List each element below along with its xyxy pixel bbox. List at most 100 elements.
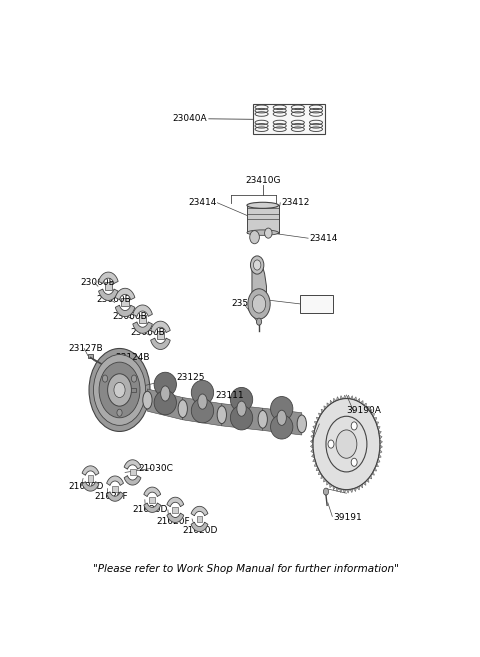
Polygon shape [336,397,339,401]
Polygon shape [340,396,343,399]
Text: 23513: 23513 [231,300,260,308]
Polygon shape [380,440,383,444]
Circle shape [102,375,108,382]
Circle shape [251,256,264,274]
Circle shape [117,409,122,417]
Bar [196,516,203,522]
Polygon shape [311,440,313,443]
Polygon shape [379,449,382,453]
Polygon shape [133,305,152,317]
Circle shape [248,289,270,319]
Polygon shape [252,266,266,304]
Bar [112,486,118,491]
Text: 23127B: 23127B [68,344,103,353]
Polygon shape [372,471,374,475]
Polygon shape [82,482,99,491]
Polygon shape [354,397,357,401]
Ellipse shape [230,388,252,412]
Polygon shape [144,487,161,497]
Ellipse shape [192,380,214,405]
Text: 23040A: 23040A [172,114,207,124]
Text: 23111: 23111 [215,390,243,399]
Polygon shape [115,288,135,300]
Bar [156,331,164,340]
Polygon shape [357,486,360,490]
Circle shape [99,362,140,418]
Polygon shape [347,489,349,493]
Polygon shape [324,406,327,410]
Bar [139,315,146,323]
Polygon shape [373,467,377,471]
Polygon shape [377,459,380,463]
Bar [88,353,93,357]
Text: 39190A: 39190A [347,406,381,415]
Polygon shape [313,426,316,430]
Polygon shape [98,289,118,300]
Text: 23060B: 23060B [131,328,166,337]
Polygon shape [366,478,369,482]
Polygon shape [314,421,317,425]
Bar [131,388,136,392]
Text: 23060B: 23060B [96,296,131,304]
Polygon shape [321,409,324,413]
Ellipse shape [154,373,177,397]
Text: 23414: 23414 [309,234,337,242]
Polygon shape [321,474,324,478]
Circle shape [253,260,261,270]
Polygon shape [82,466,99,475]
Polygon shape [343,489,346,493]
Polygon shape [312,453,314,458]
Polygon shape [376,422,379,426]
Text: "Please refer to Work Shop Manual for further information": "Please refer to Work Shop Manual for fu… [93,564,399,574]
Polygon shape [151,338,170,350]
Ellipse shape [237,401,246,417]
Ellipse shape [217,406,227,424]
Polygon shape [124,460,141,469]
Text: 21020D: 21020D [132,505,168,514]
Ellipse shape [277,410,287,425]
Polygon shape [319,413,322,417]
Polygon shape [333,486,336,490]
Polygon shape [360,484,363,488]
Circle shape [351,422,357,430]
Ellipse shape [258,411,267,428]
Polygon shape [353,487,357,491]
Polygon shape [144,503,161,512]
Polygon shape [263,408,302,435]
Polygon shape [326,481,329,485]
Bar [105,283,112,290]
Bar [252,104,325,135]
Text: 39191: 39191 [334,514,362,522]
Circle shape [324,488,329,495]
Polygon shape [316,467,319,470]
Polygon shape [133,322,152,333]
Polygon shape [363,481,366,486]
Polygon shape [330,400,333,405]
Polygon shape [167,497,184,507]
Bar [130,469,135,476]
Circle shape [351,458,357,466]
Polygon shape [183,397,222,426]
Text: 23410G: 23410G [245,175,280,185]
Polygon shape [339,489,343,493]
Polygon shape [369,475,372,479]
Bar [121,298,129,306]
Text: 21030C: 21030C [138,464,173,473]
Circle shape [132,375,137,382]
Polygon shape [314,463,317,466]
Text: 21020F: 21020F [156,517,190,526]
Ellipse shape [178,400,187,418]
Polygon shape [369,409,372,414]
Polygon shape [360,401,363,405]
Polygon shape [107,492,123,501]
Bar [172,507,178,513]
Polygon shape [377,426,380,430]
Polygon shape [327,403,330,407]
Polygon shape [124,476,141,485]
Polygon shape [147,389,183,420]
Circle shape [114,382,125,397]
Polygon shape [374,418,377,421]
Ellipse shape [271,415,293,439]
Ellipse shape [192,399,214,423]
Ellipse shape [198,394,207,409]
